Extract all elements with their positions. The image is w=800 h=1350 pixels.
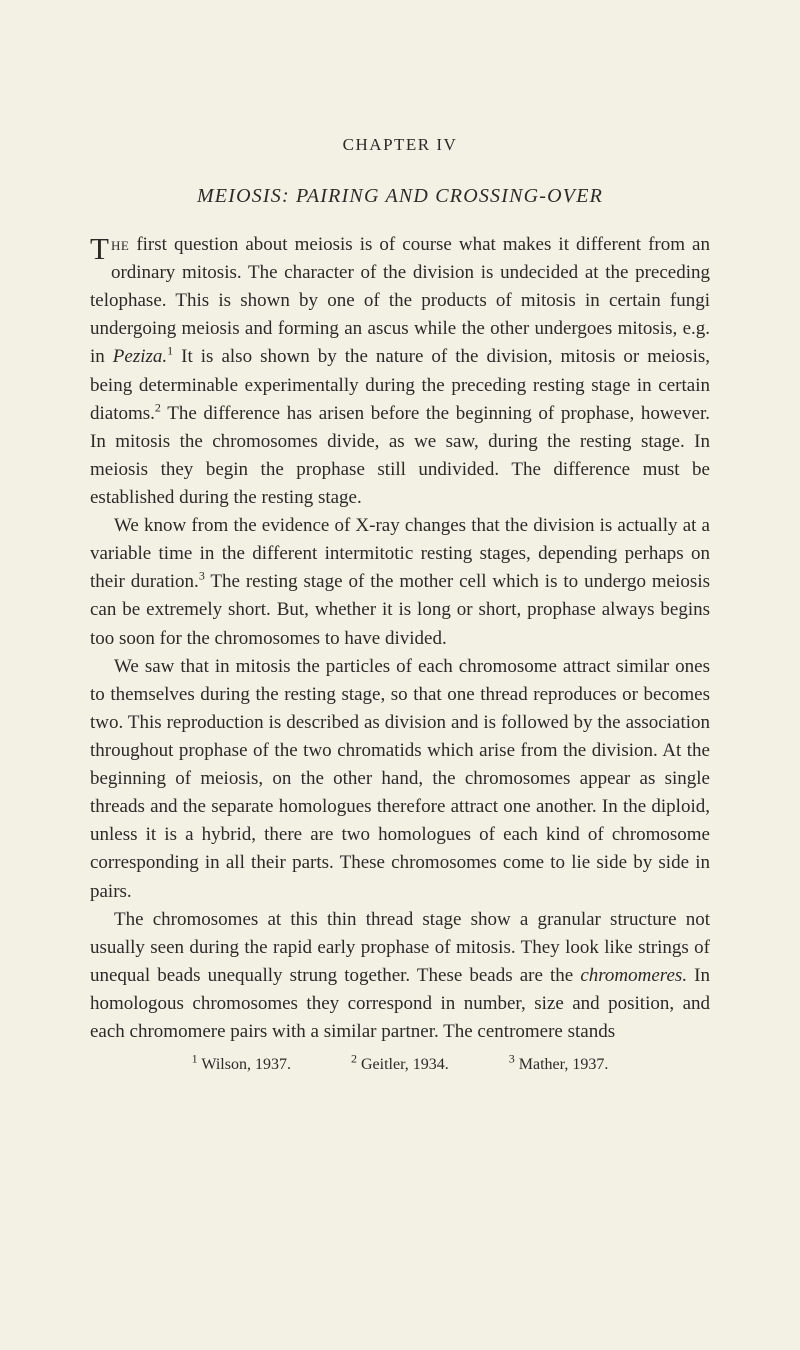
chapter-title: MEIOSIS: PAIRING AND CROSSING-OVER (90, 185, 710, 208)
footnote-1-text: Wilson, 1937. (198, 1056, 291, 1073)
footnote-3: 3 Mather, 1937. (509, 1056, 609, 1074)
paragraph-3: We saw that in mitosis the particles of … (90, 653, 710, 906)
chapter-label: CHAPTER IV (90, 135, 710, 155)
footnote-3-text: Mather, 1937. (515, 1056, 609, 1073)
para1-italic-peziza: Peziza. (113, 346, 167, 367)
footnote-2-text: Geitler, 1934. (357, 1056, 449, 1073)
footnote-1: 1 Wilson, 1937. (192, 1056, 291, 1074)
footnote-2: 2 Geitler, 1934. (351, 1056, 449, 1074)
para4-italic-chromomeres: chromomeres. (580, 965, 687, 986)
paragraph-2: We know from the evidence of X-ray chang… (90, 512, 710, 653)
paragraph-4: The chromosomes at this thin thread stag… (90, 906, 710, 1047)
para1-smallcaps: he (111, 234, 129, 255)
footnotes: 1 Wilson, 1937. 2 Geitler, 1934. 3 Mathe… (90, 1056, 710, 1074)
para1-text-c: The difference has arisen before the beg… (90, 403, 710, 508)
paragraph-1: The first question about meiosis is of c… (90, 231, 710, 512)
drop-cap: T (90, 231, 111, 264)
